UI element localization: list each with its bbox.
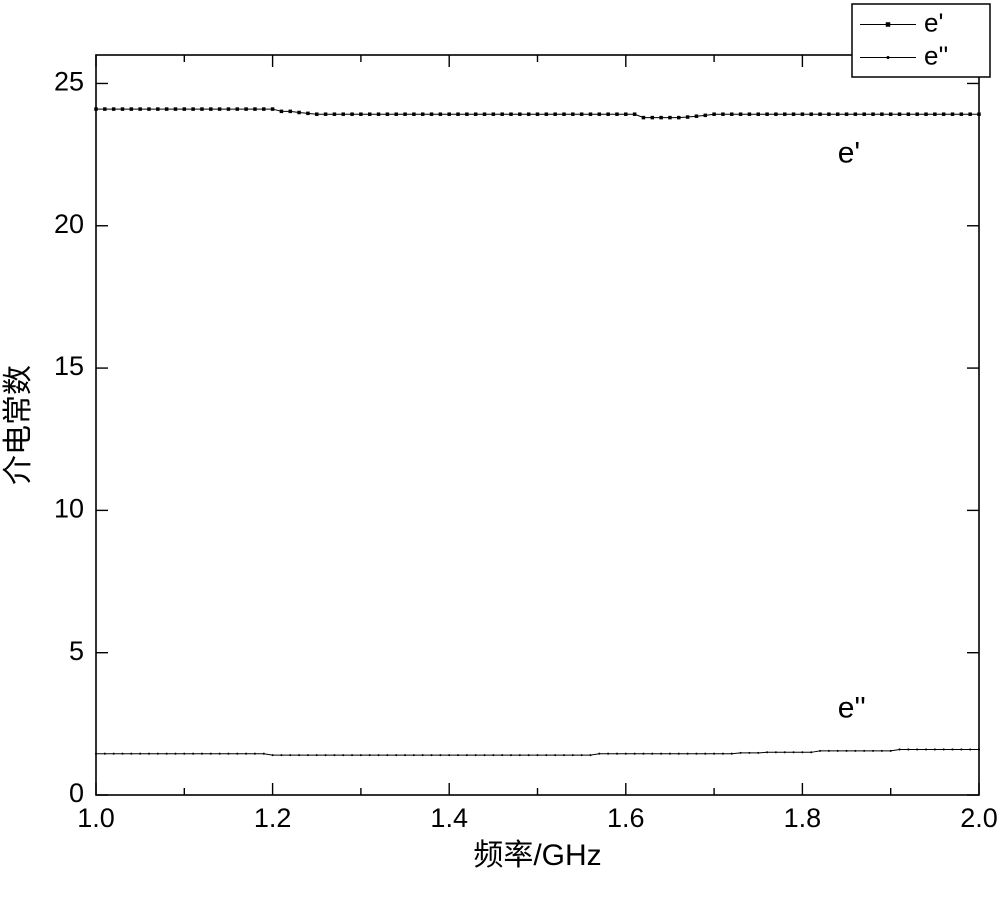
x-tick-label: 1.2 (254, 803, 292, 833)
x-tick-label: 1.6 (607, 803, 645, 833)
legend-label: e'' (924, 40, 948, 70)
x-tick-label: 1.4 (430, 803, 468, 833)
y-axis-label: 介电常数 (2, 365, 35, 485)
legend: e' e'' (852, 4, 990, 77)
in-plot-label: e'' (838, 692, 866, 725)
x-tick-label: 1.8 (784, 803, 822, 833)
y-tick-label: 25 (54, 67, 84, 97)
chart-svg: 1.01.21.41.61.82.00510152025频率/GHz介电常数e'… (0, 0, 1000, 920)
in-plot-label: e' (838, 137, 860, 170)
y-tick-label: 5 (69, 636, 84, 666)
chart-container: 1.01.21.41.61.82.00510152025频率/GHz介电常数e'… (0, 0, 1000, 920)
y-tick-label: 15 (54, 351, 84, 381)
y-tick-label: 0 (69, 778, 84, 808)
x-axis-label: 频率/GHz (473, 839, 601, 872)
y-tick-label: 20 (54, 209, 84, 239)
x-tick-label: 2.0 (960, 803, 998, 833)
y-tick-label: 10 (54, 494, 84, 524)
legend-label: e' (924, 7, 943, 37)
